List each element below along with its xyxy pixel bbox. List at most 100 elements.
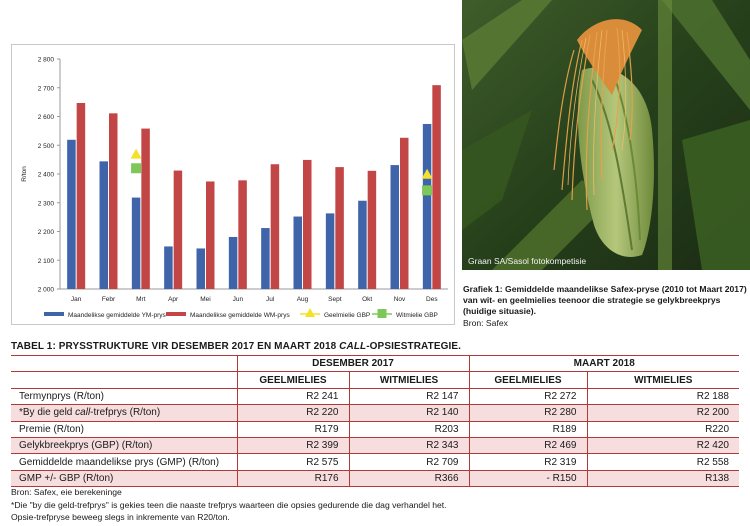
bar bbox=[367, 170, 377, 289]
cell: R366 bbox=[348, 470, 469, 488]
bar bbox=[303, 159, 312, 289]
legend-label: Maandelikse gemiddelde WM-prys bbox=[190, 312, 290, 319]
bar bbox=[400, 137, 409, 289]
caption-text: Grafiek 1: Gemiddelde maandelikse Safex-… bbox=[463, 284, 747, 317]
cell: R2 399 bbox=[236, 437, 349, 455]
table-row: GMP +/- GBP (R/ton) R176 R366 - R150 R13… bbox=[11, 470, 739, 488]
bar bbox=[99, 161, 108, 289]
x-tick-label: Mrt bbox=[136, 296, 146, 303]
cell: R203 bbox=[348, 421, 469, 438]
table-row: Gemiddelde maandelikse prys (GMP) (R/ton… bbox=[11, 453, 739, 471]
price-chart: 2 000 2 100 2 200 2 300 2 400 2 500 2 600 2 700… bbox=[11, 44, 455, 325]
cell: R189 bbox=[468, 421, 587, 438]
note-line: Opsie-trefpryse beweeg slegs in inkremen… bbox=[11, 512, 230, 523]
bar bbox=[228, 236, 238, 289]
bar bbox=[196, 248, 205, 289]
legend-label: Maandelikse gemiddelde YM-prys bbox=[68, 312, 167, 319]
x-tick-label: Okt bbox=[362, 296, 372, 303]
cell: R220 bbox=[586, 421, 739, 438]
y-tick-label: 2 800 bbox=[38, 57, 55, 64]
x-tick-label: Jul bbox=[266, 296, 275, 303]
gbp-marker bbox=[421, 168, 433, 179]
bar bbox=[422, 123, 432, 289]
cell: - R150 bbox=[468, 470, 587, 488]
group-header-march: MAART 2018 bbox=[468, 354, 739, 373]
y-tick-label: 2 200 bbox=[38, 229, 55, 236]
x-tick-label: Jun bbox=[233, 296, 244, 303]
cell: R2 709 bbox=[348, 453, 469, 471]
cell: R179 bbox=[236, 421, 349, 438]
y-tick-label: 2 700 bbox=[38, 85, 55, 92]
maize-cob-illustration bbox=[462, 0, 750, 270]
cell: R2 319 bbox=[468, 453, 587, 471]
row-label: *By die geld call-trefprys (R/ton) bbox=[11, 404, 237, 422]
x-tick-label: Des bbox=[426, 296, 438, 303]
bar bbox=[67, 139, 76, 289]
maize-photo: Graan SA/Sasol fotokompetisie bbox=[462, 0, 750, 270]
note-line: *Die "by die geld-trefprys" is gekies te… bbox=[11, 499, 447, 510]
bar bbox=[325, 213, 335, 289]
table-row: *By die geld call-trefprys (R/ton) R2 22… bbox=[11, 404, 739, 422]
cell: R2 469 bbox=[468, 437, 587, 455]
cell: R2 343 bbox=[348, 437, 469, 455]
legend-label: Witmielie GBP bbox=[396, 312, 438, 319]
gbp-marker bbox=[422, 185, 433, 196]
bar bbox=[335, 167, 344, 289]
gbp-marker bbox=[130, 148, 142, 159]
bar bbox=[141, 128, 150, 289]
bar bbox=[261, 228, 270, 289]
bar bbox=[76, 102, 86, 289]
bar bbox=[390, 165, 399, 289]
row-label: Gemiddelde maandelikse prys (GMP) (R/ton… bbox=[11, 453, 237, 471]
y-tick-label: 2 600 bbox=[38, 114, 55, 121]
caption-source: Bron: Safex bbox=[463, 317, 508, 328]
bar bbox=[164, 246, 173, 289]
table-row: Gelykbreekprys (GBP) (R/ton) R2 399 R2 3… bbox=[11, 437, 739, 455]
bar-chart-svg: 2 000 2 100 2 200 2 300 2 400 2 500 2 600 2 700… bbox=[21, 57, 448, 319]
cell: R2 280 bbox=[468, 404, 587, 422]
cell: R2 558 bbox=[586, 453, 739, 471]
photo-credit: Graan SA/Sasol fotokompetisie bbox=[468, 256, 587, 266]
table-row: Termynprys (R/ton) R2 241 R2 147 R2 272 … bbox=[11, 388, 739, 406]
cell: R2 200 bbox=[586, 404, 739, 422]
cell: R138 bbox=[586, 470, 739, 488]
group-header-december: DESEMBER 2017 bbox=[236, 354, 469, 373]
bar bbox=[238, 180, 247, 289]
x-tick-label: Nov bbox=[394, 296, 406, 303]
x-tick-label: Apr bbox=[168, 296, 179, 303]
bar bbox=[109, 113, 118, 290]
cell: R2 188 bbox=[586, 388, 739, 406]
row-label: Termynprys (R/ton) bbox=[11, 388, 237, 406]
cell: R2 147 bbox=[348, 388, 469, 406]
x-tick-label: Aug bbox=[297, 296, 309, 303]
cell: R2 241 bbox=[236, 388, 349, 406]
price-table: DESEMBER 2017 MAART 2018 GEELMIELIES WIT… bbox=[11, 354, 739, 488]
x-tick-label: Sept bbox=[328, 296, 342, 303]
legend-swatch bbox=[166, 312, 186, 316]
y-tick-label: 2 400 bbox=[38, 172, 55, 179]
legend-swatch bbox=[44, 312, 64, 316]
sub-header: WITMIELIES bbox=[348, 371, 469, 389]
sub-header: WITMIELIES bbox=[586, 371, 739, 389]
table-title-text: TABEL 1: PRYSSTRUKTURE VIR DESEMBER 2017… bbox=[11, 341, 461, 352]
row-label: GMP +/- GBP (R/ton) bbox=[11, 470, 237, 488]
y-tick-label: 2 300 bbox=[38, 200, 55, 207]
sub-header: GEELMIELIES bbox=[236, 371, 349, 389]
note-line: Bron: Safex, eie berekeninge bbox=[11, 487, 122, 497]
bar bbox=[358, 200, 367, 289]
legend-label: Geelmielie GBP bbox=[324, 312, 370, 319]
chart-caption: Grafiek 1: Gemiddelde maandelikse Safex-… bbox=[463, 284, 749, 329]
bar bbox=[173, 170, 183, 289]
bar bbox=[131, 197, 141, 289]
y-tick-label: 2 100 bbox=[38, 258, 55, 265]
cell: R2 575 bbox=[236, 453, 349, 471]
cell: R176 bbox=[236, 470, 349, 488]
cell: R2 220 bbox=[236, 404, 349, 422]
gbp-marker bbox=[131, 163, 142, 174]
legend-swatch bbox=[377, 309, 387, 318]
y-tick-label: 2 000 bbox=[38, 287, 55, 294]
y-tick-label: 2 500 bbox=[38, 143, 55, 150]
cell: R2 272 bbox=[468, 388, 587, 406]
sub-header: GEELMIELIES bbox=[468, 371, 587, 389]
row-label: Premie (R/ton) bbox=[11, 421, 237, 438]
